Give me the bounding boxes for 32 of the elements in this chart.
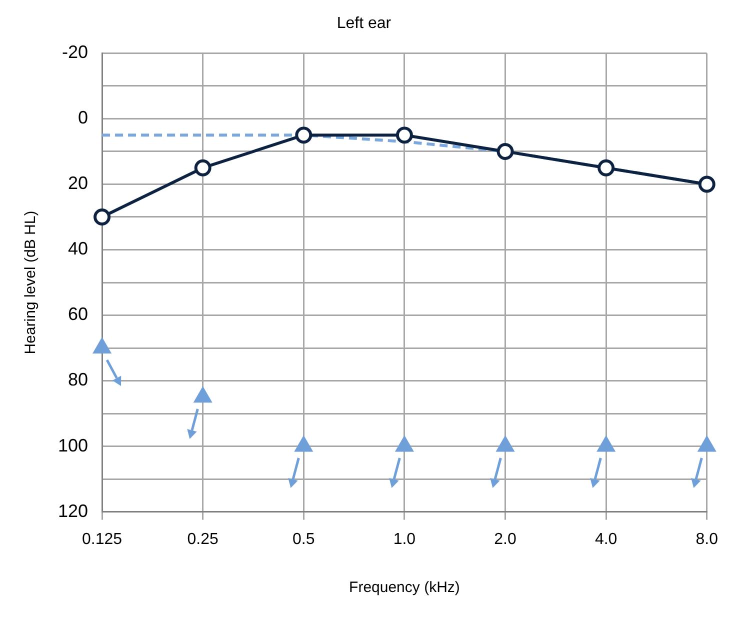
point bbox=[598, 159, 615, 176]
x-tick-label: 1.0 bbox=[393, 530, 416, 548]
point bbox=[94, 208, 111, 226]
point bbox=[194, 159, 212, 176]
point bbox=[698, 176, 716, 193]
point bbox=[598, 436, 614, 452]
x-tick-label: 0.25 bbox=[187, 530, 219, 548]
point bbox=[94, 338, 110, 354]
x-tick-label: 4.0 bbox=[594, 530, 618, 548]
y-tick-label: 40 bbox=[68, 238, 88, 259]
y-tick-label: -20 bbox=[62, 42, 88, 62]
point bbox=[194, 388, 212, 403]
y-tick-label: 20 bbox=[68, 173, 88, 194]
y-tick-label: 0 bbox=[78, 108, 88, 128]
x-tick-label: 0.5 bbox=[292, 530, 315, 548]
y-tick-label: 80 bbox=[68, 370, 88, 390]
x-tick-label: 8.0 bbox=[696, 530, 718, 548]
point bbox=[295, 126, 312, 144]
y-tick-label: 100 bbox=[58, 435, 88, 456]
point bbox=[396, 436, 413, 452]
x-axis-title: Frequency (kHz) bbox=[349, 579, 460, 596]
point bbox=[698, 436, 716, 452]
point bbox=[396, 126, 413, 144]
x-tick-label: 2.0 bbox=[494, 530, 516, 548]
y-axis-title: Hearing level (dB HL) bbox=[22, 210, 40, 354]
point bbox=[295, 436, 312, 452]
y-tick-label: 60 bbox=[68, 304, 88, 324]
y-tick-label: 120 bbox=[58, 500, 88, 521]
point bbox=[496, 436, 514, 452]
chart-title: Left ear bbox=[336, 15, 392, 32]
point bbox=[496, 142, 514, 160]
x-tick-label: 0.125 bbox=[82, 530, 122, 548]
